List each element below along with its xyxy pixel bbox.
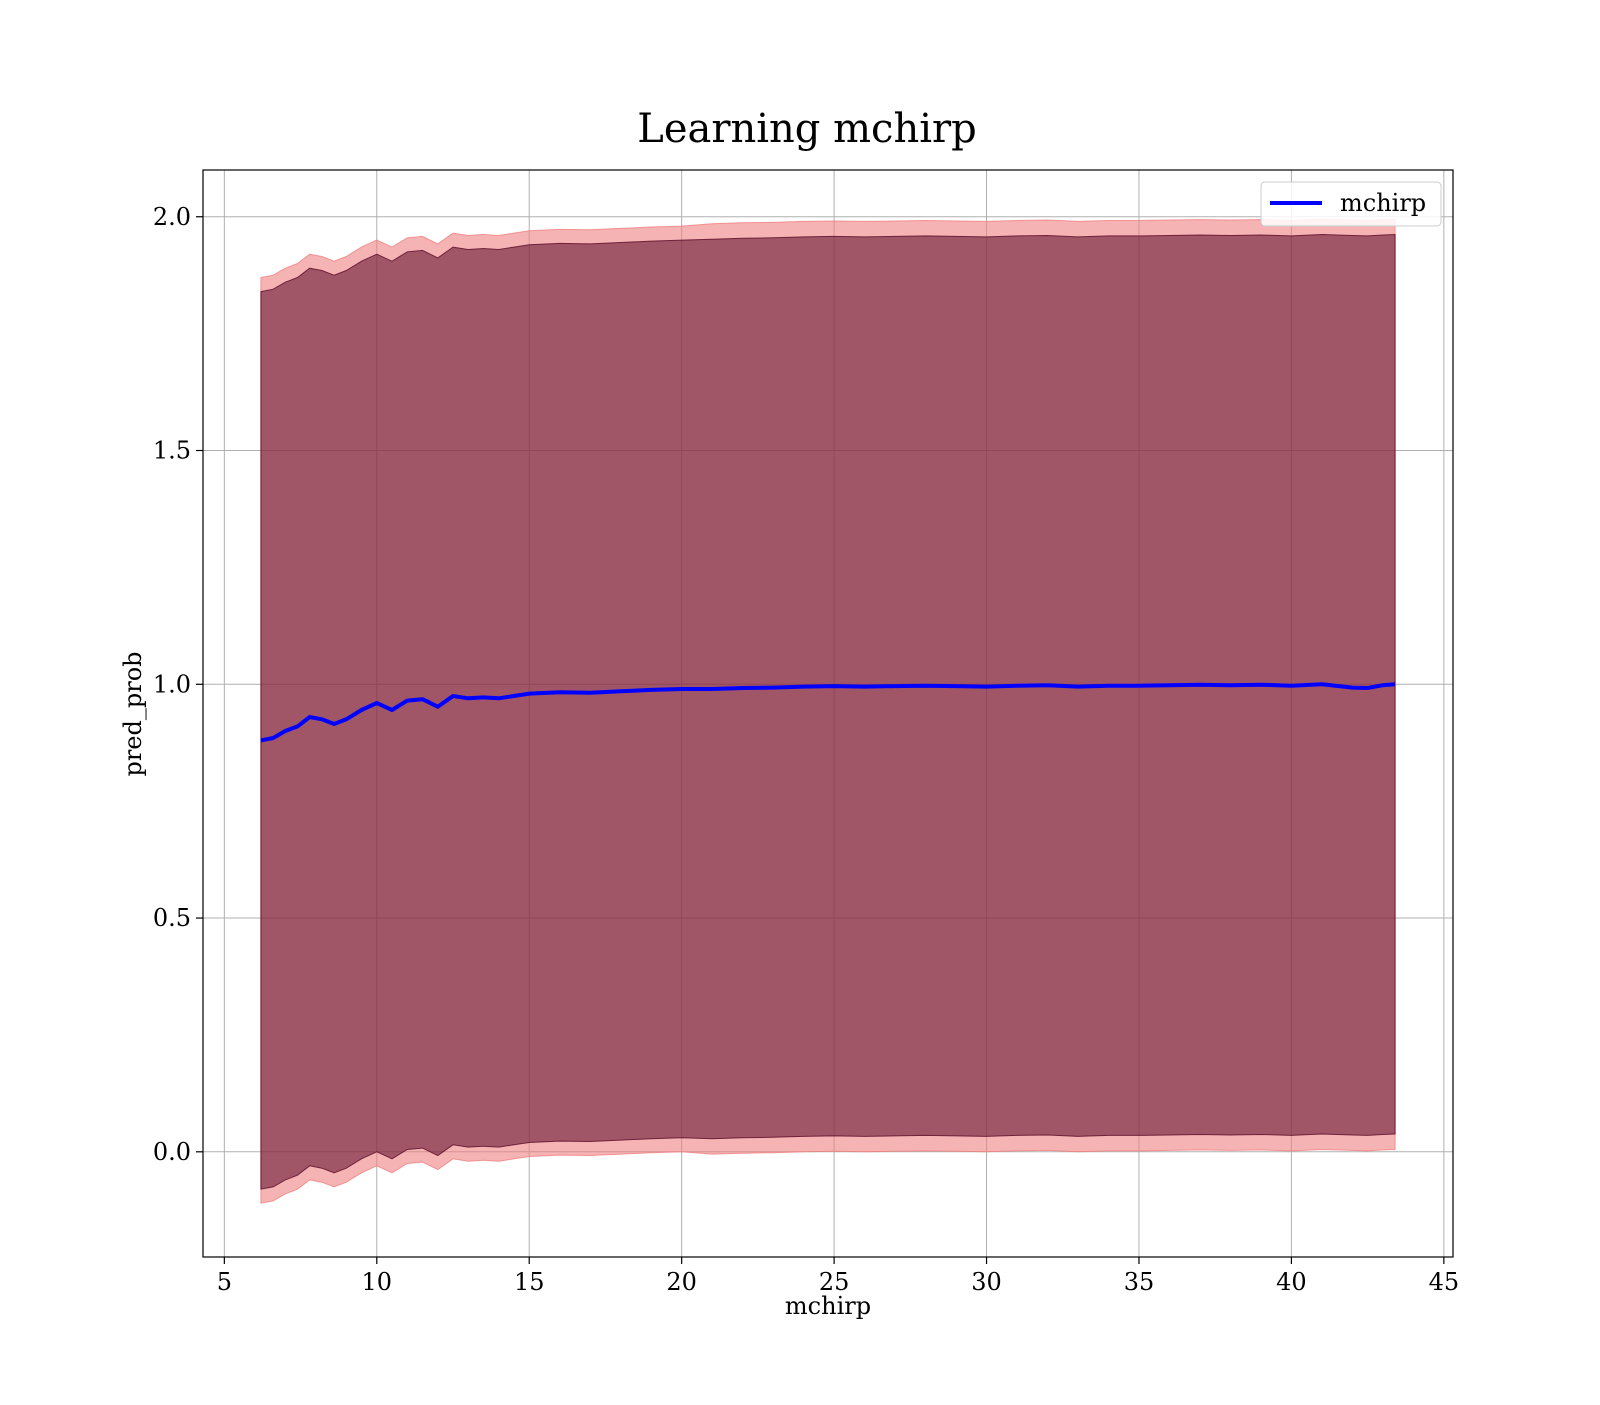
y-axis-ticks: 0.0 0.5 1.0 1.5 2.0 <box>153 203 203 1166</box>
series-line-mchirp <box>260 682 1396 743</box>
x-tick-label: 40 <box>1276 1268 1307 1296</box>
legend: mchirp <box>1260 181 1442 227</box>
chart-title: Learning mchirp <box>637 106 976 152</box>
x-axis-label: mchirp <box>785 1292 871 1320</box>
x-axis-ticks: 5 10 15 20 25 30 35 40 45 <box>217 1257 1459 1296</box>
x-tick-label: 15 <box>514 1268 545 1296</box>
y-axis-label: pred_prob <box>119 651 147 776</box>
x-tick-label: 25 <box>819 1268 850 1296</box>
y-tick-label: 0.5 <box>153 904 191 932</box>
legend-box <box>1260 181 1442 227</box>
legend-label-mchirp: mchirp <box>1340 189 1426 217</box>
y-tick-label: 1.5 <box>153 437 191 465</box>
x-tick-label: 30 <box>971 1268 1002 1296</box>
x-tick-label: 20 <box>666 1268 697 1296</box>
x-tick-label: 5 <box>217 1268 232 1296</box>
confidence-band-1 <box>260 233 1396 1190</box>
y-tick-label: 1.0 <box>153 670 191 698</box>
line-layer <box>260 682 1396 743</box>
plot-frame <box>202 169 1454 1258</box>
band-layer <box>260 218 1396 1204</box>
x-tick-label: 35 <box>1124 1268 1155 1296</box>
y-tick-label: 0.0 <box>153 1138 191 1166</box>
x-tick-label: 10 <box>362 1268 393 1296</box>
y-tick-label: 2.0 <box>153 203 191 231</box>
x-tick-label: 45 <box>1429 1268 1460 1296</box>
